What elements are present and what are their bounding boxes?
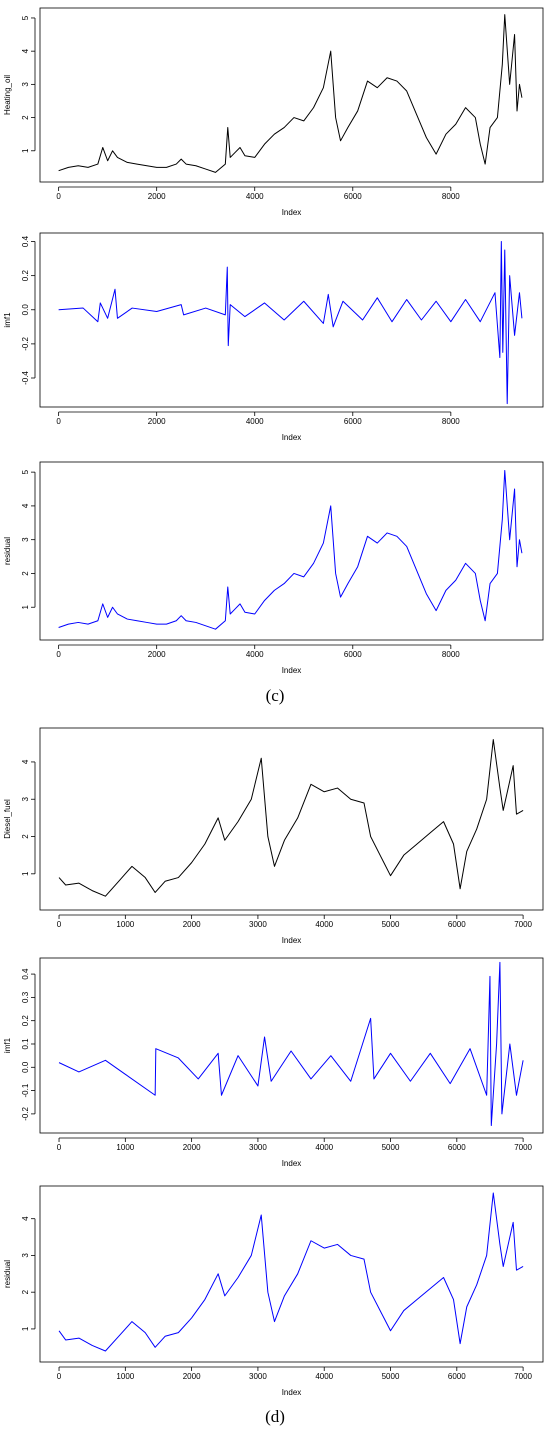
y-tick-label: 0.0	[21, 304, 30, 316]
y-tick-label: 5	[21, 469, 30, 474]
y-tick-label: -0.1	[21, 1083, 30, 1097]
data-line	[58, 739, 524, 897]
y-tick-label: 2	[21, 1289, 30, 1294]
x-axis-label: Index	[282, 936, 302, 945]
x-tick-label: 6000	[344, 650, 362, 659]
y-tick-label: 4	[21, 759, 30, 764]
y-tick-label: 2	[21, 834, 30, 839]
x-tick-label: 1000	[116, 920, 134, 929]
plot-frame	[39, 7, 544, 183]
data-line	[58, 961, 524, 1127]
panel-label: (c)	[266, 686, 285, 705]
x-tick-label: 8000	[442, 650, 460, 659]
y-tick-label: -0.2	[21, 336, 30, 350]
data-line	[58, 1192, 524, 1352]
plot-frame	[39, 461, 544, 641]
plot-frame	[39, 727, 544, 911]
y-tick-label: 3	[21, 1253, 30, 1258]
y-tick-label: 3	[21, 796, 30, 801]
y-tick-label: 1	[21, 871, 30, 876]
x-tick-label: 2000	[183, 920, 201, 929]
x-tick-label: 2000	[148, 650, 166, 659]
x-tick-label: 5000	[382, 1372, 400, 1381]
x-tick-label: 3000	[249, 1372, 267, 1381]
plot-frame	[39, 1185, 544, 1363]
y-axis-label: imf1	[3, 312, 12, 328]
x-tick-label: 5000	[382, 920, 400, 929]
panel-label: (d)	[265, 1407, 285, 1426]
y-axis-label: residual	[3, 1260, 12, 1288]
x-tick-label: 4000	[315, 1143, 333, 1152]
x-tick-label: 4000	[246, 417, 264, 426]
y-tick-label: 2	[21, 115, 30, 120]
x-tick-label: 1000	[116, 1372, 134, 1381]
x-tick-label: 4000	[315, 1372, 333, 1381]
x-axis-label: Index	[282, 1388, 302, 1397]
x-tick-label: 2000	[183, 1372, 201, 1381]
y-tick-label: 5	[21, 15, 30, 20]
y-tick-label: 0.2	[21, 270, 30, 282]
y-tick-label: -0.2	[21, 1106, 30, 1120]
x-tick-label: 0	[57, 920, 62, 929]
y-tick-label: 3	[21, 537, 30, 542]
y-tick-label: 0.3	[21, 991, 30, 1003]
x-tick-label: 2000	[148, 417, 166, 426]
data-line	[58, 14, 523, 173]
x-axis-label: Index	[282, 666, 302, 675]
y-tick-label: 1	[21, 604, 30, 609]
x-tick-label: 1000	[116, 1143, 134, 1152]
x-tick-label: 8000	[442, 192, 460, 201]
y-tick-label: 1	[21, 1326, 30, 1331]
x-tick-label: 6000	[344, 192, 362, 201]
y-tick-label: 1	[21, 148, 30, 153]
x-tick-label: 6000	[448, 1143, 466, 1152]
y-tick-label: 3	[21, 82, 30, 87]
x-tick-label: 0	[57, 1372, 62, 1381]
y-axis-label: residual	[3, 537, 12, 565]
x-tick-label: 8000	[442, 417, 460, 426]
y-tick-label: 4	[21, 1216, 30, 1221]
x-tick-label: 3000	[249, 1143, 267, 1152]
x-tick-label: 2000	[148, 192, 166, 201]
x-tick-label: 7000	[514, 1143, 532, 1152]
y-tick-label: 0.4	[21, 235, 30, 247]
x-tick-label: 0	[56, 650, 61, 659]
x-tick-label: 4000	[315, 920, 333, 929]
y-tick-label: 2	[21, 571, 30, 576]
y-tick-label: 0.4	[21, 968, 30, 980]
y-tick-label: 0.0	[21, 1061, 30, 1073]
x-tick-label: 5000	[382, 1143, 400, 1152]
x-axis-label: Index	[282, 1159, 302, 1168]
y-axis-label: imf1	[3, 1037, 12, 1053]
y-tick-label: 0.2	[21, 1015, 30, 1027]
plot-frame	[39, 232, 544, 408]
x-axis-label: Index	[282, 208, 302, 217]
x-tick-label: 4000	[246, 192, 264, 201]
x-tick-label: 7000	[514, 920, 532, 929]
x-tick-label: 0	[56, 417, 61, 426]
y-tick-label: 0.1	[21, 1038, 30, 1050]
x-tick-label: 7000	[514, 1372, 532, 1381]
y-tick-label: 4	[21, 48, 30, 53]
x-tick-label: 6000	[344, 417, 362, 426]
plot-frame	[39, 957, 544, 1134]
y-axis-label: Heating_oil	[3, 75, 12, 115]
x-tick-label: 3000	[249, 920, 267, 929]
x-tick-label: 6000	[448, 920, 466, 929]
x-tick-label: 6000	[448, 1372, 466, 1381]
x-tick-label: 0	[56, 192, 61, 201]
x-axis-label: Index	[282, 433, 302, 442]
x-tick-label: 2000	[183, 1143, 201, 1152]
x-tick-label: 4000	[246, 650, 264, 659]
y-axis-label: Diesel_fuel	[3, 799, 12, 839]
data-line	[58, 469, 523, 630]
x-tick-label: 0	[57, 1143, 62, 1152]
y-tick-label: 4	[21, 503, 30, 508]
y-tick-label: -0.4	[21, 371, 30, 385]
data-line	[58, 241, 523, 405]
